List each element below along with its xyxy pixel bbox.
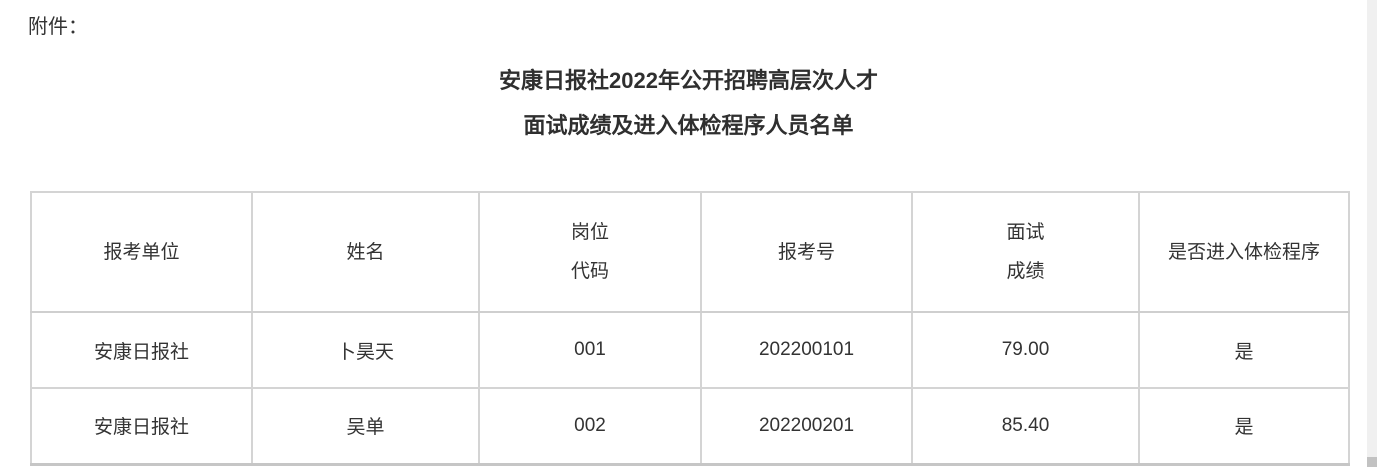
cell-job-code: 002 bbox=[478, 387, 702, 465]
header-cell-application-number: 报考号 bbox=[700, 191, 913, 313]
header-cell-name: 姓名 bbox=[251, 191, 480, 313]
table-row: 安康日报社 吴单 002 202200201 85.40 是 bbox=[30, 387, 1350, 465]
attachment-label: 附件： bbox=[28, 16, 88, 38]
page-title: 安康日报社2022年公开招聘高层次人才 面试成绩及进入体检程序人员名单 bbox=[0, 58, 1377, 148]
cell-application-number: 202200201 bbox=[700, 387, 913, 465]
interview-results-table: 报考单位 姓名 岗位 代码 报考号 面试 成绩 是否进入体检程序 安康日报社 卜… bbox=[30, 191, 1350, 466]
vertical-scrollbar[interactable] bbox=[1367, 0, 1377, 467]
cell-application-unit: 安康日报社 bbox=[30, 387, 253, 465]
cell-medical-check: 是 bbox=[1138, 387, 1350, 465]
page-title-line1: 安康日报社2022年公开招聘高层次人才 bbox=[499, 68, 878, 93]
scrollbar-thumb[interactable] bbox=[1367, 457, 1377, 467]
header-cell-job-code: 岗位 代码 bbox=[478, 191, 702, 313]
table-header-row: 报考单位 姓名 岗位 代码 报考号 面试 成绩 是否进入体检程序 bbox=[30, 191, 1350, 313]
cell-medical-check: 是 bbox=[1138, 311, 1350, 389]
cell-application-unit: 安康日报社 bbox=[30, 311, 253, 389]
table-row: 安康日报社 卜昊天 001 202200101 79.00 是 bbox=[30, 311, 1350, 389]
header-cell-medical-check: 是否进入体检程序 bbox=[1138, 191, 1350, 313]
cell-interview-score: 85.40 bbox=[911, 387, 1140, 465]
cell-job-code: 001 bbox=[478, 311, 702, 389]
cell-name: 吴单 bbox=[251, 387, 480, 465]
cell-application-number: 202200101 bbox=[700, 311, 913, 389]
cell-interview-score: 79.00 bbox=[911, 311, 1140, 389]
header-cell-application-unit: 报考单位 bbox=[30, 191, 253, 313]
page-title-line2: 面试成绩及进入体检程序人员名单 bbox=[523, 113, 854, 138]
cell-name: 卜昊天 bbox=[251, 311, 480, 389]
header-cell-interview-score: 面试 成绩 bbox=[911, 191, 1140, 313]
